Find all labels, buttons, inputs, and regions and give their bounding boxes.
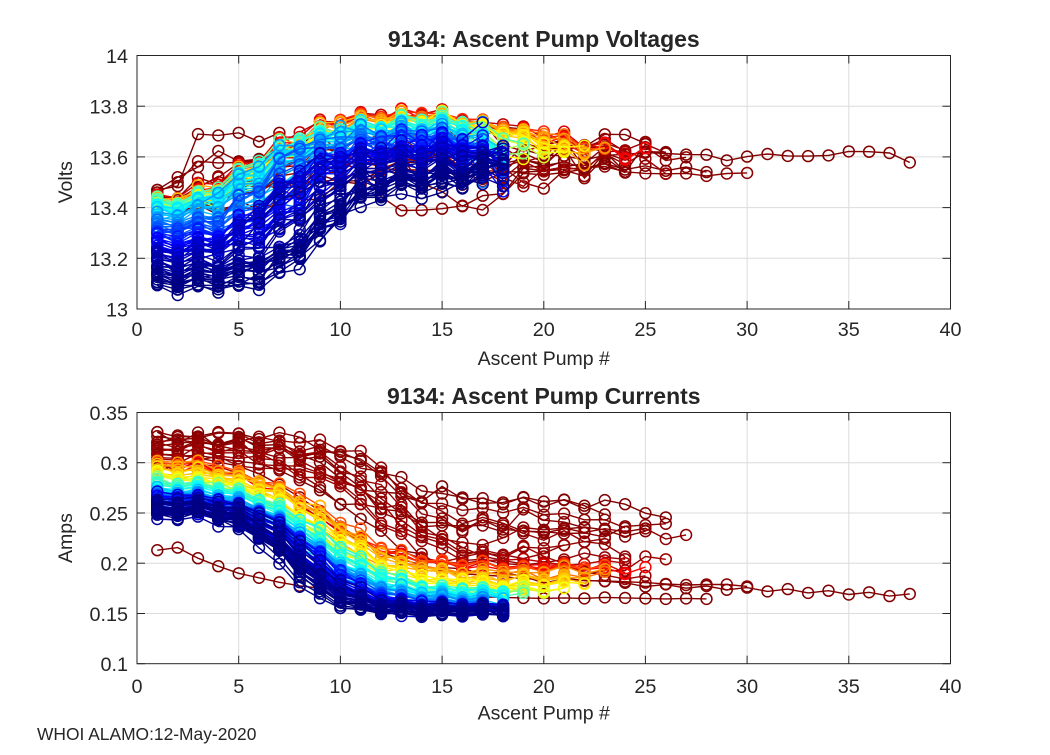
svg-text:25: 25 xyxy=(634,319,656,341)
svg-text:25: 25 xyxy=(634,676,656,698)
svg-text:15: 15 xyxy=(431,676,453,698)
svg-text:30: 30 xyxy=(736,319,758,341)
svg-text:0.25: 0.25 xyxy=(89,504,128,526)
svg-text:0.2: 0.2 xyxy=(101,554,129,576)
svg-text:20: 20 xyxy=(533,319,555,341)
svg-text:14: 14 xyxy=(106,46,128,68)
svg-text:40: 40 xyxy=(939,676,961,698)
svg-text:0.1: 0.1 xyxy=(101,654,129,676)
svg-text:WHOI ALAMO:12-May-2020: WHOI ALAMO:12-May-2020 xyxy=(37,724,256,744)
svg-text:5: 5 xyxy=(233,676,244,698)
svg-text:9134: Ascent Pump Currents: 9134: Ascent Pump Currents xyxy=(387,383,701,409)
svg-text:13.6: 13.6 xyxy=(89,147,128,169)
svg-text:9134: Ascent Pump Voltages: 9134: Ascent Pump Voltages xyxy=(388,26,700,52)
svg-text:35: 35 xyxy=(838,676,860,698)
svg-text:0.35: 0.35 xyxy=(89,403,128,425)
svg-text:0.15: 0.15 xyxy=(89,604,128,626)
svg-text:40: 40 xyxy=(939,319,961,341)
svg-text:13.2: 13.2 xyxy=(89,249,128,271)
svg-text:0.3: 0.3 xyxy=(101,453,129,475)
svg-text:Ascent Pump #: Ascent Pump # xyxy=(478,703,610,725)
svg-text:35: 35 xyxy=(838,319,860,341)
svg-text:0: 0 xyxy=(131,676,142,698)
svg-text:Ascent Pump #: Ascent Pump # xyxy=(478,348,610,370)
svg-text:13: 13 xyxy=(106,300,128,322)
svg-text:Volts: Volts xyxy=(55,161,77,204)
svg-text:13.8: 13.8 xyxy=(89,97,128,119)
svg-text:10: 10 xyxy=(329,319,351,341)
svg-text:Amps: Amps xyxy=(55,513,77,563)
svg-text:15: 15 xyxy=(431,319,453,341)
svg-text:20: 20 xyxy=(533,676,555,698)
svg-text:5: 5 xyxy=(233,319,244,341)
svg-text:0: 0 xyxy=(131,319,142,341)
svg-text:13.4: 13.4 xyxy=(89,198,128,220)
svg-text:30: 30 xyxy=(736,676,758,698)
svg-text:10: 10 xyxy=(329,676,351,698)
